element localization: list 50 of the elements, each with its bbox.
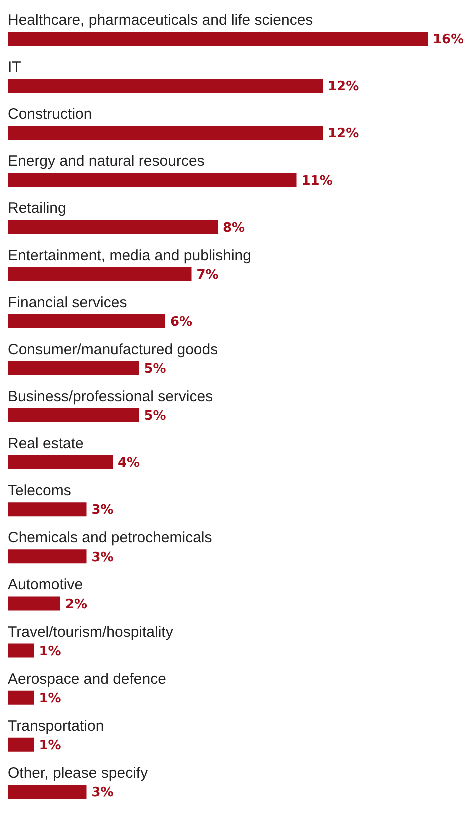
bar <box>8 173 297 188</box>
y-tick-label: Construction <box>8 106 92 124</box>
bar <box>8 314 166 328</box>
bar <box>8 738 34 752</box>
bar <box>8 690 34 705</box>
data-label: 3% <box>92 503 114 518</box>
y-tick-label: Real estate <box>8 436 84 453</box>
bar <box>8 267 192 282</box>
y-tick-label: IT <box>8 59 22 76</box>
data-label: 8% <box>223 220 246 236</box>
data-label: 3% <box>92 786 114 801</box>
bar <box>8 361 140 376</box>
data-label: 1% <box>39 644 62 660</box>
y-tick-label: Energy and natural resources <box>8 153 205 170</box>
bar <box>8 644 34 658</box>
y-tick-label: Telecoms <box>8 482 72 500</box>
y-tick-label: Financial services <box>8 294 128 312</box>
y-tick-label: Automotive <box>8 576 84 594</box>
data-label: 5% <box>144 409 166 424</box>
bar <box>8 784 87 799</box>
data-label: 7% <box>196 268 219 283</box>
data-label: 1% <box>39 691 62 706</box>
y-tick-label: Business/professional services <box>8 388 214 406</box>
data-label: 11% <box>302 174 333 189</box>
y-tick-label: Travel/tourism/hospitality <box>8 624 174 641</box>
data-label: 3% <box>92 550 114 566</box>
bar <box>8 126 323 140</box>
bar <box>8 79 323 94</box>
y-tick-label: Entertainment, media and publishing <box>8 247 252 264</box>
data-label: 4% <box>118 456 140 472</box>
bar <box>8 32 428 46</box>
bar <box>8 408 140 422</box>
data-label: 12% <box>328 126 360 142</box>
data-label: 5% <box>144 362 166 378</box>
data-label: 12% <box>328 80 360 95</box>
bar <box>8 456 113 470</box>
data-label: 6% <box>170 314 193 330</box>
y-tick-label: Retailing <box>8 200 66 218</box>
bar <box>8 220 218 234</box>
bar <box>8 550 87 564</box>
data-label: 2% <box>66 597 88 612</box>
data-label: 1% <box>39 738 62 754</box>
y-tick-label: Transportation <box>8 718 104 735</box>
bar <box>8 596 60 611</box>
y-tick-label: Healthcare, pharmaceuticals and life sciences <box>8 12 314 29</box>
y-tick-label: Other, please specify <box>8 764 149 782</box>
bar <box>8 502 87 517</box>
y-tick-label: Consumer/manufactured goods <box>8 341 218 358</box>
y-tick-label: Aerospace and defence <box>8 670 166 688</box>
y-tick-label: Chemicals and petrochemicals <box>8 530 212 547</box>
